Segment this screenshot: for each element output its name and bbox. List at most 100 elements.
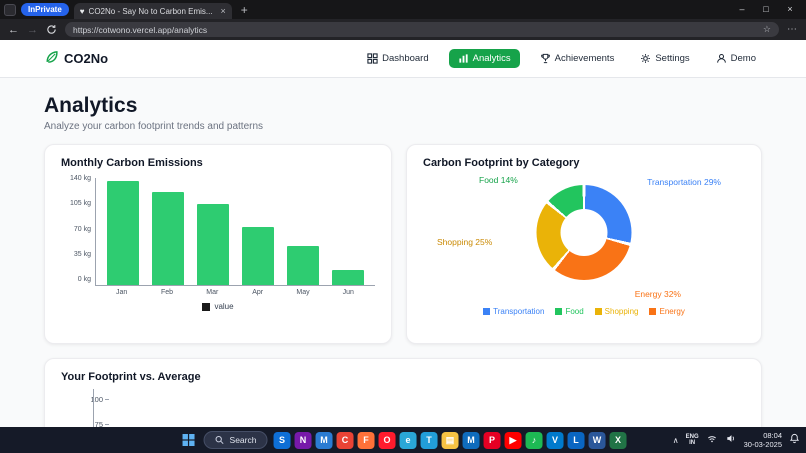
nav-dashboard[interactable]: Dashboard bbox=[361, 49, 434, 68]
spotify-icon[interactable]: ♪ bbox=[525, 431, 543, 449]
linkedin-icon[interactable]: L bbox=[567, 431, 585, 449]
taskbar-search[interactable]: Search bbox=[203, 431, 268, 449]
notifications-bell-icon[interactable] bbox=[789, 431, 800, 449]
refresh-icon[interactable] bbox=[46, 24, 57, 35]
category-legend: Transportation Food Shopping Energy bbox=[423, 307, 745, 316]
browser-tab[interactable]: ♥ CO2No - Say No to Carbon Emis... × bbox=[73, 3, 232, 19]
new-tab-button[interactable]: + bbox=[240, 2, 248, 17]
cards-row: Monthly Carbon Emissions 140 kg 105 kg 70 … bbox=[44, 144, 762, 344]
minimize-button[interactable]: – bbox=[739, 4, 745, 14]
tab-bar-menu-icon[interactable] bbox=[4, 3, 16, 16]
opera-icon[interactable]: O bbox=[378, 431, 396, 449]
legend-item-shopping[interactable]: Shopping bbox=[594, 307, 639, 316]
tab-title: CO2No - Say No to Carbon Emis... bbox=[88, 6, 213, 16]
excel-icon[interactable]: X bbox=[609, 431, 627, 449]
bar-slot bbox=[100, 178, 145, 285]
y-axis-label: 70 kg bbox=[73, 225, 91, 233]
x-axis-label: Mar bbox=[206, 289, 219, 296]
page-subtitle: Analyze your carbon footprint trends and… bbox=[44, 121, 264, 132]
y-axis-tick: 100 bbox=[81, 395, 745, 404]
forward-icon[interactable]: → bbox=[27, 23, 38, 36]
bar-jun[interactable] bbox=[332, 270, 365, 285]
nav-label: Demo bbox=[730, 53, 756, 64]
youtube-icon[interactable]: ▶ bbox=[504, 431, 522, 449]
legend-label: Energy bbox=[659, 307, 685, 316]
nav-label: Dashboard bbox=[382, 53, 429, 64]
bar-slot bbox=[190, 178, 235, 285]
nav-label: Achievements bbox=[554, 53, 615, 64]
user-icon bbox=[716, 53, 727, 64]
close-button[interactable]: × bbox=[787, 4, 793, 14]
microsoft-store-icon[interactable]: S bbox=[273, 431, 291, 449]
nav-demo[interactable]: Demo bbox=[710, 49, 762, 68]
brand-name: CO2No bbox=[64, 51, 109, 66]
bar-apr[interactable] bbox=[242, 227, 275, 285]
nav-analytics[interactable]: Analytics bbox=[448, 49, 520, 68]
legend-swatch bbox=[649, 308, 657, 315]
word-icon[interactable]: W bbox=[588, 431, 606, 449]
address-bar[interactable]: https://cotwono.vercel.app/analytics ☆ bbox=[65, 22, 779, 37]
clock[interactable]: 08:04 30-03-2025 bbox=[744, 431, 782, 449]
edge-icon[interactable]: e bbox=[399, 431, 417, 449]
category-donut[interactable] bbox=[536, 185, 632, 280]
tab-close-icon[interactable]: × bbox=[220, 6, 226, 16]
nav-label: Settings bbox=[655, 53, 690, 64]
search-label: Search bbox=[229, 435, 257, 445]
gear-icon bbox=[640, 53, 651, 64]
date-text: 30-03-2025 bbox=[743, 440, 782, 449]
telegram-icon[interactable]: T bbox=[420, 431, 438, 449]
bar-mar[interactable] bbox=[196, 204, 229, 285]
leaf-logo-icon bbox=[44, 49, 59, 69]
bar-may[interactable] bbox=[287, 246, 320, 285]
comparison-card: Your Footprint vs. Average 100 75 bbox=[44, 358, 762, 427]
monthly-y-ticks: 140 kg 105 kg 70 kg 35 kg 0 kg bbox=[61, 175, 95, 283]
legend-item-transportation[interactable]: Transportation bbox=[483, 307, 544, 316]
label-transportation: Transportation 29% bbox=[647, 177, 721, 187]
label-food: Food 14% bbox=[479, 175, 518, 185]
outlook-icon[interactable]: M bbox=[462, 431, 480, 449]
y-axis-label: 105 kg bbox=[69, 200, 91, 208]
legend-item-food[interactable]: Food bbox=[555, 307, 584, 316]
maximize-button[interactable]: □ bbox=[763, 4, 769, 14]
category-card: Carbon Footprint by Category Food 14% Tr… bbox=[406, 144, 762, 344]
legend-item-energy[interactable]: Energy bbox=[649, 307, 685, 316]
monthly-x-labels: Jan Feb Mar Apr May Jun bbox=[95, 286, 375, 296]
y-axis-label: 35 kg bbox=[73, 250, 91, 258]
pinterest-icon[interactable]: P bbox=[483, 431, 501, 449]
bar-jan[interactable] bbox=[106, 181, 139, 285]
file-explorer-icon[interactable]: ▤ bbox=[441, 431, 459, 449]
label-shopping: Shopping 25% bbox=[437, 237, 493, 247]
favorite-star-icon[interactable]: ☆ bbox=[762, 24, 771, 34]
legend-label: Shopping bbox=[604, 307, 639, 316]
x-axis-label: May bbox=[296, 289, 310, 296]
y-axis-tick: 75 bbox=[81, 420, 745, 427]
bar-chart: 140 kg 105 kg 70 kg 35 kg 0 kg bbox=[61, 175, 375, 286]
browser-address-bar-row: ← → https://cotwono.vercel.app/analytics… bbox=[0, 19, 806, 40]
bar-slot bbox=[145, 178, 190, 285]
firefox-icon[interactable]: F bbox=[357, 431, 375, 449]
window-controls: – □ × bbox=[730, 0, 802, 19]
onenote-icon[interactable]: N bbox=[294, 431, 312, 449]
bar-slot bbox=[236, 178, 281, 285]
x-axis-label: Feb bbox=[160, 289, 174, 296]
volume-icon[interactable] bbox=[725, 431, 737, 449]
chrome-icon[interactable]: C bbox=[336, 431, 354, 449]
nav-achievements[interactable]: Achievements bbox=[534, 49, 621, 68]
brand[interactable]: CO2No bbox=[44, 49, 108, 69]
messenger-icon[interactable]: M bbox=[315, 431, 333, 449]
wifi-icon[interactable] bbox=[706, 431, 718, 449]
browser-more-icon[interactable]: ⋯ bbox=[787, 24, 798, 35]
bar-feb[interactable] bbox=[151, 192, 184, 285]
back-icon[interactable]: ← bbox=[8, 23, 19, 36]
language-indicator[interactable]: ENG IN bbox=[685, 433, 699, 447]
tray-chevron-icon[interactable]: ∧ bbox=[672, 435, 679, 445]
legend-swatch bbox=[202, 302, 211, 311]
x-axis-label: Jan bbox=[116, 289, 128, 296]
start-button-icon[interactable] bbox=[180, 431, 198, 449]
y-axis-label: 0 kg bbox=[77, 276, 91, 283]
vscode-icon[interactable]: V bbox=[546, 431, 564, 449]
monthly-bars-plot bbox=[95, 178, 375, 286]
nav-settings[interactable]: Settings bbox=[634, 49, 695, 68]
